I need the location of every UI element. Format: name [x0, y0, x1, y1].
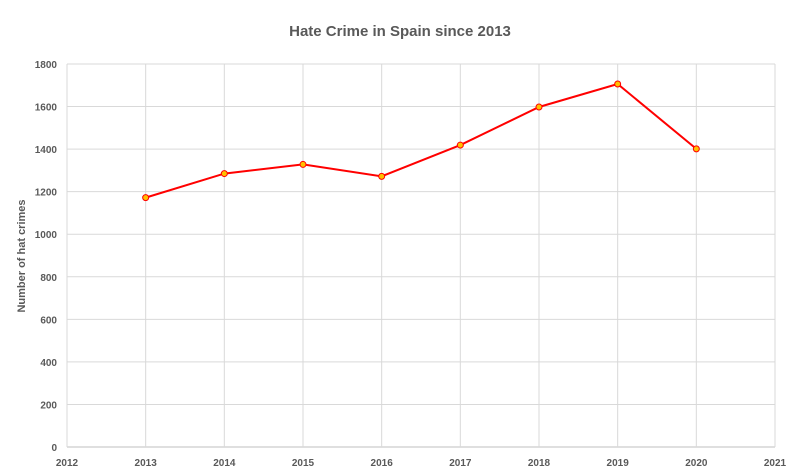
x-tick-label: 2012 — [56, 458, 79, 469]
x-tick-label: 2021 — [764, 458, 787, 469]
data-point-2018 — [535, 103, 543, 111]
data-point-2016 — [378, 172, 386, 180]
y-tick-label: 1600 — [35, 103, 58, 114]
y-axis-label: Number of hat crimes — [16, 199, 28, 312]
x-tick-label: 2013 — [135, 458, 158, 469]
chart-title: Hate Crime in Spain since 2013 — [289, 23, 511, 40]
x-tick-label: 2014 — [213, 458, 236, 469]
y-tick-label: 200 — [40, 400, 57, 411]
y-tick-label: 1800 — [35, 60, 58, 71]
y-tick-label: 1000 — [35, 230, 58, 241]
y-tick-label: 600 — [40, 315, 57, 326]
y-tick-label: 400 — [40, 358, 57, 369]
data-point-2019 — [614, 80, 622, 88]
data-point-2013 — [142, 194, 150, 202]
y-tick-label: 1400 — [35, 145, 58, 156]
x-tick-label: 2020 — [685, 458, 708, 469]
x-tick-label: 2017 — [449, 458, 472, 469]
y-tick-label: 800 — [40, 273, 57, 284]
data-point-2017 — [456, 141, 464, 149]
data-point-2020 — [692, 145, 700, 153]
x-tick-label: 2019 — [607, 458, 630, 469]
x-tick-label: 2015 — [292, 458, 315, 469]
x-tick-label: 2018 — [528, 458, 551, 469]
x-tick-label: 2016 — [371, 458, 394, 469]
series-line — [145, 82, 697, 199]
data-point-2015 — [299, 160, 307, 168]
y-tick-label: 0 — [51, 443, 57, 454]
y-tick-label: 1200 — [35, 188, 58, 199]
data-point-2014 — [220, 170, 228, 178]
